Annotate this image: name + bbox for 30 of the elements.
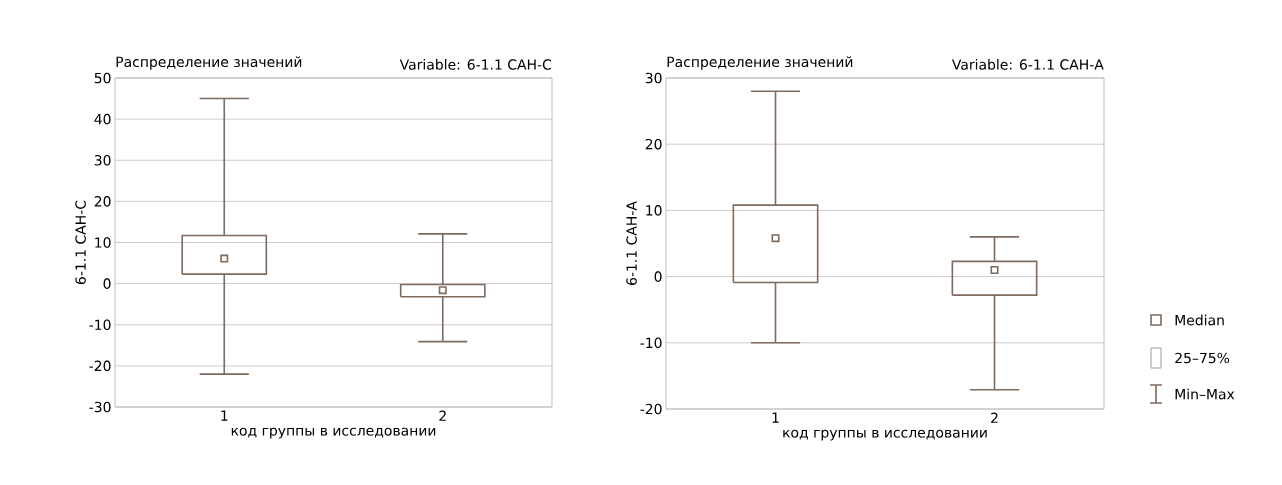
x-tick-label: 1 [221, 410, 228, 421]
y-tick-label: 20 [94, 196, 111, 207]
y-axis-title: 6-1.1 САН-А [626, 201, 637, 285]
y-tick-label: 30 [94, 154, 111, 166]
y-tick-label: 0 [103, 278, 111, 289]
y-tick-label: -20 [89, 360, 111, 372]
y-tick-label: -30 [89, 401, 111, 413]
chart-subtitle: Variable: 6-1.1 САН-А [951, 59, 1104, 70]
y-axis-title: 6-1.1 САН-С [75, 200, 86, 285]
y-tick-label: 30 [645, 72, 662, 84]
y-tick-label: 40 [94, 113, 111, 125]
x-axis-title: код группы в исследовании [783, 429, 987, 441]
text: 25–75% [1175, 352, 1230, 364]
chart-title: Распределение значений [116, 56, 302, 70]
x-tick-label: 2 [439, 410, 446, 421]
chart-title: Распределение значений [667, 56, 853, 70]
y-tick-label: 10 [646, 205, 662, 216]
x-axis-title: код группы в исследовании [231, 427, 436, 439]
chart-subtitle: Variable: 6-1.1 САН-С [399, 59, 552, 70]
x-tick-label: 1 [772, 412, 779, 423]
text: Min–Max [1175, 388, 1235, 400]
y-tick-label: -20 [640, 403, 662, 415]
x-tick-label: 2 [991, 412, 998, 423]
y-tick-label: 10 [95, 237, 111, 248]
y-tick-label: 50 [94, 72, 111, 84]
y-tick-label: 0 [654, 271, 662, 282]
text: Median [1175, 314, 1224, 326]
y-tick-label: 20 [645, 138, 662, 150]
y-tick-label: -10 [640, 337, 662, 349]
y-tick-label: -10 [89, 319, 111, 331]
